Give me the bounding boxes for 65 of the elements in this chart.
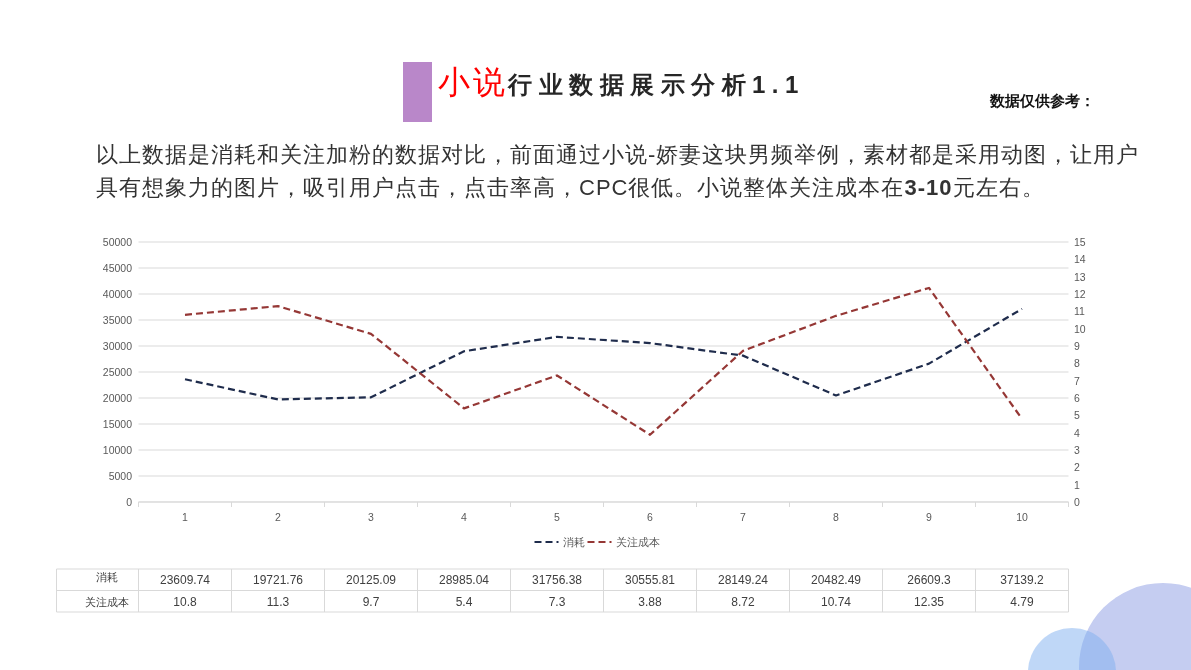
y2-tick-label: 14 bbox=[1074, 253, 1086, 266]
y2-tick-label: 7 bbox=[1074, 374, 1080, 387]
x-tick-label: 10 bbox=[1016, 511, 1028, 523]
text: 消耗 bbox=[95, 571, 118, 584]
x-tick-label: 5 bbox=[554, 511, 561, 523]
data-label: 7.3 bbox=[548, 594, 566, 609]
y-tick-label: 20000 bbox=[102, 392, 133, 404]
x-tick-label: 1 bbox=[182, 511, 189, 523]
y-tick-label: 35000 bbox=[102, 314, 133, 326]
y2-tick-label: 0 bbox=[1074, 496, 1080, 508]
y-tick-label: 30000 bbox=[102, 340, 133, 352]
y2-tick-label: 2 bbox=[1074, 461, 1080, 474]
line-series bbox=[183, 307, 1024, 401]
legend-label: 消耗 bbox=[562, 536, 585, 548]
y-tick-label: 15000 bbox=[102, 418, 133, 430]
legend-label: 关注成本 bbox=[615, 536, 660, 548]
y2-tick-label: 3 bbox=[1074, 444, 1080, 456]
data-label: 26609.3 bbox=[907, 573, 952, 588]
data-label: 20125.09 bbox=[345, 573, 397, 588]
y2-tick-label: 9 bbox=[1074, 340, 1080, 352]
y2-tick-label: 13 bbox=[1074, 270, 1086, 283]
x-tick-label: 2 bbox=[275, 511, 282, 523]
data-label: 11.3 bbox=[266, 594, 290, 609]
y-tick-label: 40000 bbox=[102, 288, 133, 300]
data-label: 28985.04 bbox=[438, 573, 490, 588]
y2-tick-label: 12 bbox=[1074, 288, 1086, 300]
data-label: 19721.76 bbox=[252, 573, 304, 588]
x-tick-label: 7 bbox=[740, 511, 747, 523]
y-tick-label: 25000 bbox=[102, 366, 133, 378]
data-label: 9.7 bbox=[362, 594, 380, 609]
data-label: 10.8 bbox=[173, 594, 197, 609]
data-label: 31756.38 bbox=[531, 573, 583, 588]
y2-tick-label: 1 bbox=[1074, 478, 1080, 491]
data-label: 4.79 bbox=[1010, 594, 1034, 609]
y-tick-label: 45000 bbox=[102, 262, 133, 274]
data-label: 28149.24 bbox=[717, 573, 769, 588]
y-tick-label: 10000 bbox=[102, 444, 133, 456]
y2-tick-label: 15 bbox=[1074, 236, 1086, 248]
data-label: 20482.49 bbox=[810, 573, 862, 588]
data-label: 37139.2 bbox=[1000, 573, 1045, 588]
y2-tick-label: 5 bbox=[1074, 409, 1080, 422]
y2-tick-label: 11 bbox=[1074, 305, 1086, 318]
chart-title: 小说行业数据展示分析1.1 bbox=[438, 63, 805, 102]
y2-tick-label: 4 bbox=[1074, 426, 1080, 439]
y2-tick-label: 6 bbox=[1074, 392, 1080, 404]
x-tick-label: 8 bbox=[833, 511, 840, 523]
data-label: 23609.74 bbox=[159, 573, 211, 588]
text: 数据仅供参考： bbox=[990, 92, 1095, 111]
data-label: 10.74 bbox=[820, 594, 852, 609]
data-label: 3.88 bbox=[638, 594, 662, 609]
y-tick-label: 5000 bbox=[108, 470, 133, 482]
data-label: 8.72 bbox=[731, 594, 755, 609]
y-tick-label: 0 bbox=[126, 496, 133, 508]
x-tick-label: 9 bbox=[926, 511, 933, 523]
data-label: 12.35 bbox=[913, 594, 945, 609]
y2-tick-label: 8 bbox=[1074, 357, 1080, 370]
x-tick-label: 4 bbox=[461, 511, 468, 523]
x-tick-label: 6 bbox=[647, 511, 654, 523]
y2-tick-label: 10 bbox=[1074, 322, 1086, 335]
x-tick-label: 3 bbox=[368, 511, 375, 523]
chart-subtitle: 以上数据是消耗和关注加粉的数据对比，前面通过小说-娇妻这块男频举例，素材都是采用动图，让用户具有想象力的图片，吸引用户点击，点击率高，CPC很低。小说整体关注成本在3-10元左右。 bbox=[96, 141, 1141, 202]
y-tick-label: 50000 bbox=[102, 236, 133, 248]
text: 关注成本 bbox=[84, 595, 129, 608]
data-label: 30555.81 bbox=[624, 573, 676, 588]
data-label: 5.4 bbox=[455, 594, 473, 609]
